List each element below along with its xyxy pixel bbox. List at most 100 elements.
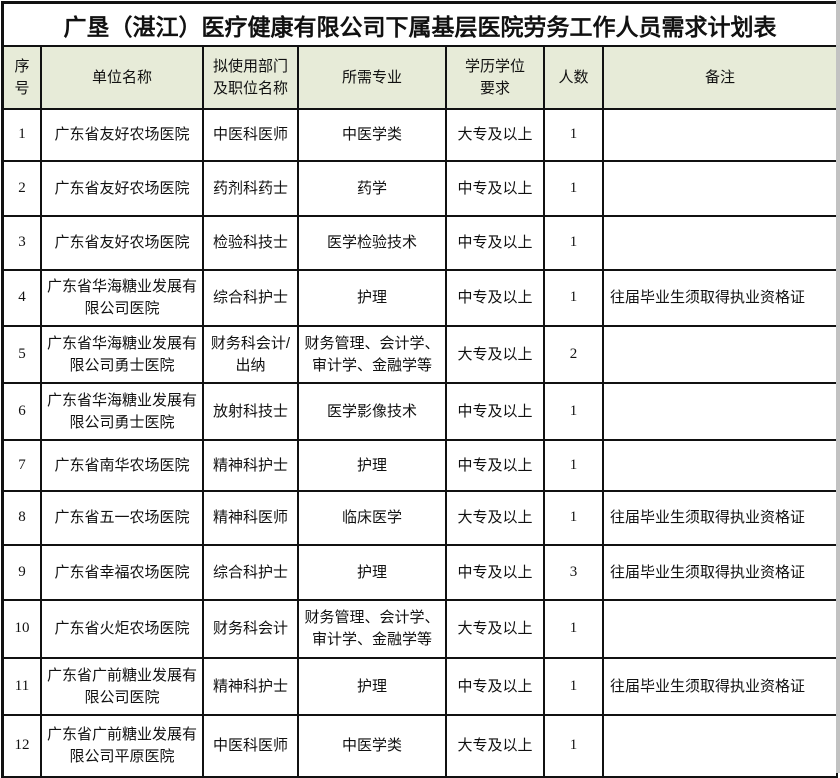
cell-remark: 往届毕业生须取得执业资格证 bbox=[604, 271, 836, 327]
cell-no: 8 bbox=[4, 492, 42, 546]
table-row: 11 广东省广前糖业发展有限公司医院 精神科护士 护理 中专及以上 1 往届毕业… bbox=[4, 659, 836, 716]
cell-edu: 中专及以上 bbox=[447, 217, 545, 271]
cell-edu: 中专及以上 bbox=[447, 441, 545, 492]
cell-count: 1 bbox=[545, 217, 604, 271]
cell-no: 12 bbox=[4, 716, 42, 778]
cell-remark bbox=[604, 217, 836, 271]
table-row: 8 广东省五一农场医院 精神科医师 临床医学 大专及以上 1 往届毕业生须取得执… bbox=[4, 492, 836, 546]
cell-major: 中医学类 bbox=[299, 716, 447, 778]
table-row: 12 广东省广前糖业发展有限公司平原医院 中医科医师 中医学类 大专及以上 1 bbox=[4, 716, 836, 778]
cell-remark: 往届毕业生须取得执业资格证 bbox=[604, 492, 836, 546]
cell-major: 医学影像技术 bbox=[299, 384, 447, 441]
cell-no: 9 bbox=[4, 546, 42, 601]
cell-edu: 大专及以上 bbox=[447, 110, 545, 162]
table-row: 1 广东省友好农场医院 中医科医师 中医学类 大专及以上 1 bbox=[4, 110, 836, 162]
cell-count: 1 bbox=[545, 271, 604, 327]
cell-dept: 中医科医师 bbox=[204, 716, 299, 778]
header-cell-remark: 备注 bbox=[604, 47, 836, 110]
header-cell-count: 人数 bbox=[545, 47, 604, 110]
screenshot-right-edge bbox=[836, 0, 840, 773]
cell-dept: 财务科会计/ 出纳 bbox=[204, 327, 299, 384]
cell-major: 中医学类 bbox=[299, 110, 447, 162]
cell-unit: 广东省广前糖业发展有限公司平原医院 bbox=[42, 716, 204, 778]
cell-remark: 往届毕业生须取得执业资格证 bbox=[604, 659, 836, 716]
cell-count: 1 bbox=[545, 441, 604, 492]
cell-no: 1 bbox=[4, 110, 42, 162]
cell-major: 护理 bbox=[299, 546, 447, 601]
cell-no: 3 bbox=[4, 217, 42, 271]
cell-major: 财务管理、会计学、 审计学、金融学等 bbox=[299, 601, 447, 659]
table-row: 9 广东省幸福农场医院 综合科护士 护理 中专及以上 3 往届毕业生须取得执业资… bbox=[4, 546, 836, 601]
cell-edu: 中专及以上 bbox=[447, 271, 545, 327]
cell-no: 7 bbox=[4, 441, 42, 492]
cell-count: 1 bbox=[545, 716, 604, 778]
header-cell-unit: 单位名称 bbox=[42, 47, 204, 110]
cell-count: 1 bbox=[545, 384, 604, 441]
cell-no: 5 bbox=[4, 327, 42, 384]
cell-edu: 中专及以上 bbox=[447, 384, 545, 441]
cell-edu: 大专及以上 bbox=[447, 327, 545, 384]
cell-unit: 广东省友好农场医院 bbox=[42, 162, 204, 217]
cell-unit: 广东省华海糖业发展有限公司医院 bbox=[42, 271, 204, 327]
cell-unit: 广东省五一农场医院 bbox=[42, 492, 204, 546]
cell-remark bbox=[604, 110, 836, 162]
cell-dept: 精神科护士 bbox=[204, 441, 299, 492]
cell-remark bbox=[604, 441, 836, 492]
header-cell-edu: 学历学位 要求 bbox=[447, 47, 545, 110]
table-row: 4 广东省华海糖业发展有限公司医院 综合科护士 护理 中专及以上 1 往届毕业生… bbox=[4, 271, 836, 327]
cell-remark: 往届毕业生须取得执业资格证 bbox=[604, 546, 836, 601]
table-row: 5 广东省华海糖业发展有限公司勇士医院 财务科会计/ 出纳 财务管理、会计学、 … bbox=[4, 327, 836, 384]
cell-no: 4 bbox=[4, 271, 42, 327]
table-row: 6 广东省华海糖业发展有限公司勇士医院 放射科技士 医学影像技术 中专及以上 1 bbox=[4, 384, 836, 441]
cell-no: 10 bbox=[4, 601, 42, 659]
cell-edu: 大专及以上 bbox=[447, 492, 545, 546]
cell-unit: 广东省友好农场医院 bbox=[42, 110, 204, 162]
cell-unit: 广东省华海糖业发展有限公司勇士医院 bbox=[42, 327, 204, 384]
cell-major: 护理 bbox=[299, 441, 447, 492]
cell-no: 11 bbox=[4, 659, 42, 716]
cell-dept: 精神科护士 bbox=[204, 659, 299, 716]
cell-major: 医学检验技术 bbox=[299, 217, 447, 271]
cell-major: 临床医学 bbox=[299, 492, 447, 546]
cell-major: 护理 bbox=[299, 271, 447, 327]
cell-count: 1 bbox=[545, 601, 604, 659]
cell-unit: 广东省华海糖业发展有限公司勇士医院 bbox=[42, 384, 204, 441]
table-header-row: 序号 单位名称 拟使用部门 及职位名称 所需专业 学历学位 要求 人数 备注 bbox=[4, 47, 836, 110]
cell-dept: 检验科技士 bbox=[204, 217, 299, 271]
header-cell-dept: 拟使用部门 及职位名称 bbox=[204, 47, 299, 110]
cell-unit: 广东省友好农场医院 bbox=[42, 217, 204, 271]
cell-no: 6 bbox=[4, 384, 42, 441]
cell-remark bbox=[604, 327, 836, 384]
cell-major: 财务管理、会计学、 审计学、金融学等 bbox=[299, 327, 447, 384]
cell-dept: 综合科护士 bbox=[204, 546, 299, 601]
cell-dept: 精神科医师 bbox=[204, 492, 299, 546]
table-row: 7 广东省南华农场医院 精神科护士 护理 中专及以上 1 bbox=[4, 441, 836, 492]
cell-dept: 财务科会计 bbox=[204, 601, 299, 659]
header-cell-major: 所需专业 bbox=[299, 47, 447, 110]
cell-count: 2 bbox=[545, 327, 604, 384]
cell-remark bbox=[604, 716, 836, 778]
cell-count: 3 bbox=[545, 546, 604, 601]
cell-dept: 综合科护士 bbox=[204, 271, 299, 327]
cell-edu: 大专及以上 bbox=[447, 601, 545, 659]
table-row: 2 广东省友好农场医院 药剂科药士 药学 中专及以上 1 bbox=[4, 162, 836, 217]
cell-edu: 中专及以上 bbox=[447, 546, 545, 601]
cell-dept: 中医科医师 bbox=[204, 110, 299, 162]
cell-unit: 广东省广前糖业发展有限公司医院 bbox=[42, 659, 204, 716]
cell-count: 1 bbox=[545, 659, 604, 716]
cell-remark bbox=[604, 601, 836, 659]
cell-unit: 广东省南华农场医院 bbox=[42, 441, 204, 492]
cell-edu: 中专及以上 bbox=[447, 659, 545, 716]
header-cell-no: 序号 bbox=[4, 47, 42, 110]
cell-remark bbox=[604, 384, 836, 441]
cell-edu: 大专及以上 bbox=[447, 716, 545, 778]
table-row: 10 广东省火炬农场医院 财务科会计 财务管理、会计学、 审计学、金融学等 大专… bbox=[4, 601, 836, 659]
cell-remark bbox=[604, 162, 836, 217]
cell-count: 1 bbox=[545, 162, 604, 217]
cell-no: 2 bbox=[4, 162, 42, 217]
cell-dept: 药剂科药士 bbox=[204, 162, 299, 217]
cell-count: 1 bbox=[545, 492, 604, 546]
cell-edu: 中专及以上 bbox=[447, 162, 545, 217]
page-title: 广垦（湛江）医疗健康有限公司下属基层医院劳务工作人员需求计划表 bbox=[4, 4, 836, 47]
